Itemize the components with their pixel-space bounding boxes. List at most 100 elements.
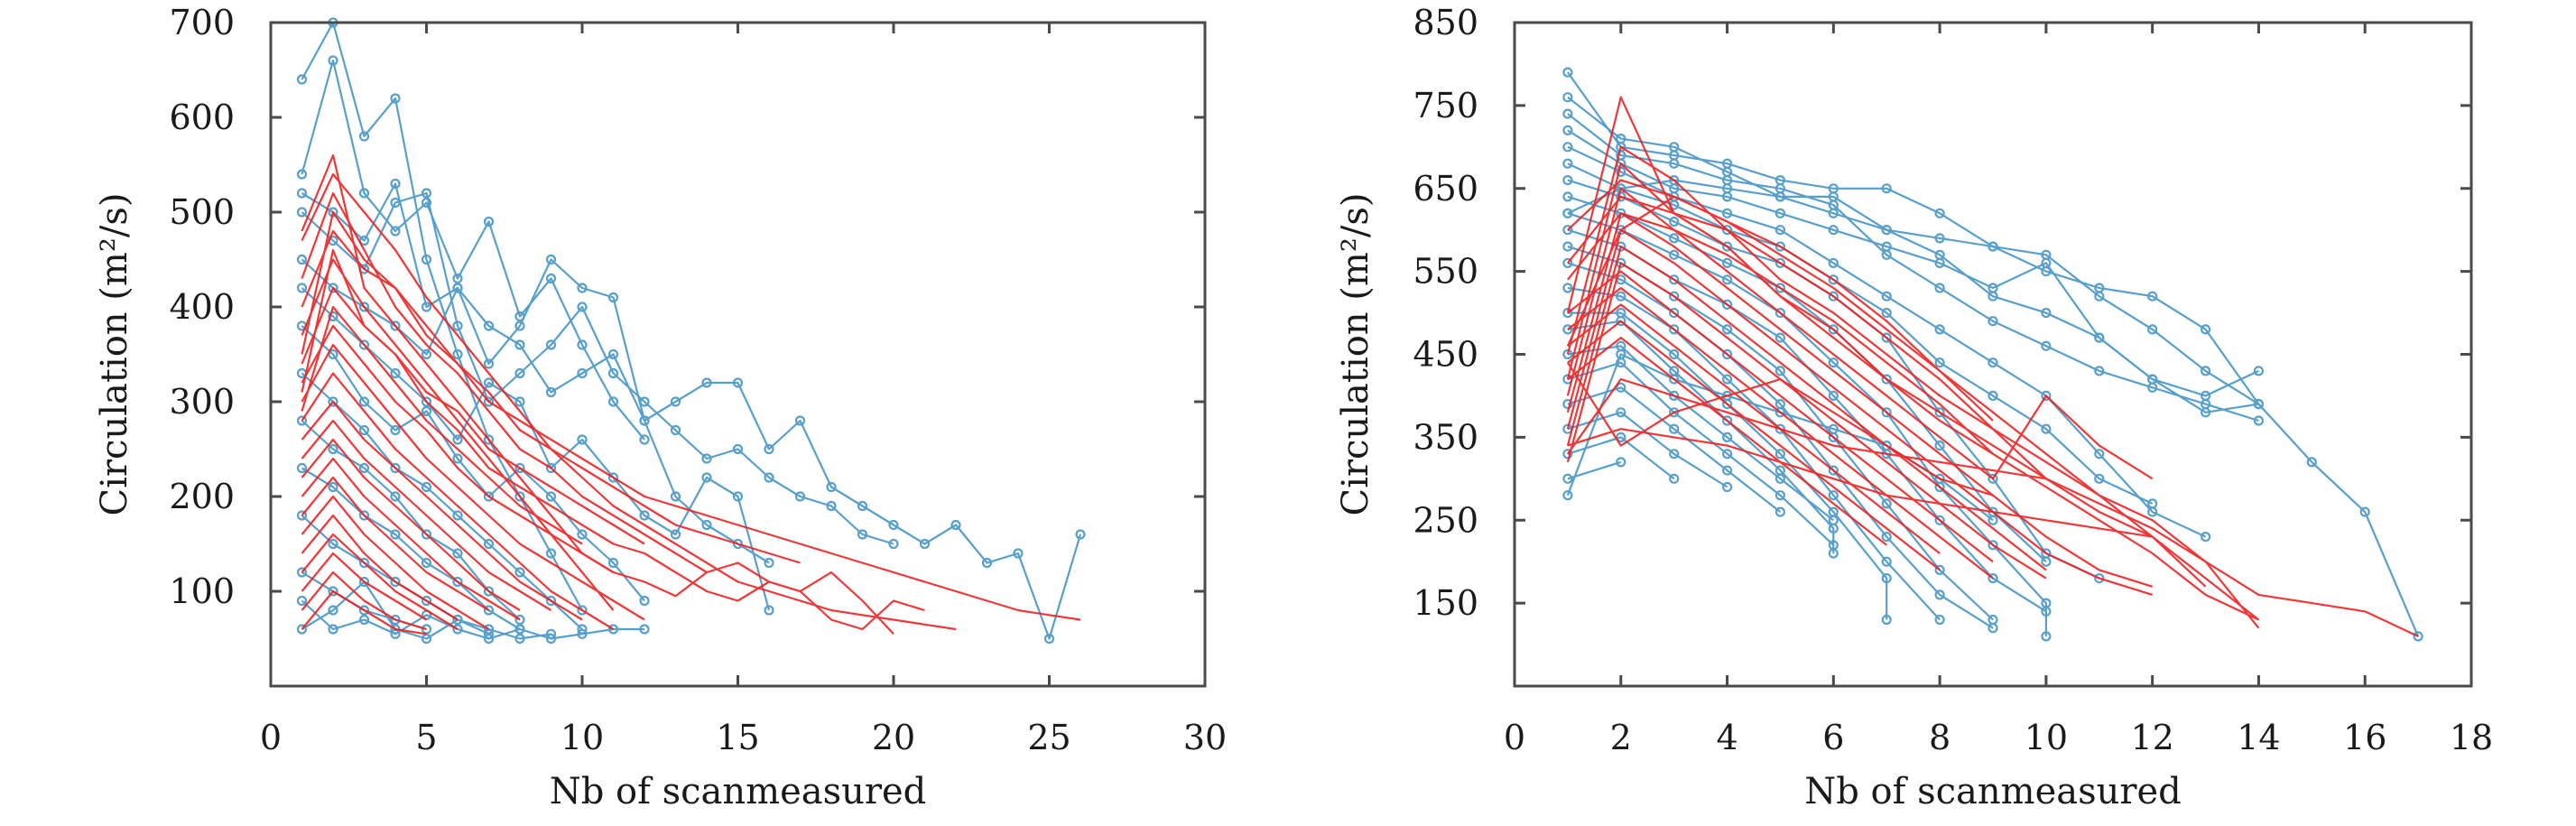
data-point	[1828, 291, 1839, 302]
data-point	[2253, 366, 2264, 376]
series-line-red	[301, 533, 459, 630]
data-point	[1774, 473, 1786, 484]
data-point	[1774, 332, 1786, 343]
data-point	[296, 188, 308, 199]
data-point	[328, 396, 338, 407]
data-point	[1828, 274, 1839, 285]
y-axis-label: Circulation (m²/s)	[1335, 193, 1376, 516]
series-line-red	[1567, 286, 1994, 580]
data-point	[328, 443, 338, 455]
data-point	[421, 595, 432, 607]
data-point	[1881, 614, 1892, 626]
data-point	[1669, 308, 1680, 319]
series-line-red	[301, 305, 583, 545]
data-point	[1669, 449, 1680, 459]
data-point	[1562, 125, 1573, 135]
data-point	[1562, 175, 1573, 186]
data-point	[1828, 257, 1839, 268]
data-point	[452, 453, 463, 464]
data-point	[1881, 183, 1892, 194]
data-point	[421, 633, 432, 645]
data-point	[1043, 633, 1055, 645]
data-point	[514, 339, 525, 350]
data-point	[1669, 233, 1680, 244]
data-point	[358, 557, 370, 569]
data-point	[1881, 374, 1892, 385]
data-point	[514, 491, 525, 502]
data-point	[1774, 506, 1786, 517]
data-point	[1562, 324, 1573, 335]
series-line-red	[1567, 195, 2047, 480]
data-point	[1774, 423, 1786, 434]
data-point	[2201, 407, 2211, 418]
data-point	[1669, 249, 1680, 260]
data-point	[1669, 348, 1680, 360]
series-line-red	[1567, 320, 1941, 571]
data-point	[296, 595, 308, 607]
x-tick-label: 15	[716, 718, 759, 757]
x-tick-label: 16	[2343, 718, 2386, 757]
data-point	[577, 529, 588, 540]
data-point	[452, 548, 463, 559]
data-point	[358, 576, 370, 588]
data-point	[764, 557, 774, 569]
data-point	[1828, 390, 1839, 401]
data-point	[390, 197, 401, 209]
series-line-blue	[1567, 113, 2259, 422]
data-point	[1828, 225, 1839, 236]
data-point	[1828, 423, 1839, 434]
data-point	[358, 462, 370, 474]
y-tick-label: 200	[169, 477, 235, 516]
data-point	[577, 434, 588, 445]
series-red	[301, 153, 1081, 636]
series-line-red	[301, 438, 521, 611]
data-point	[421, 405, 432, 417]
series-line-blue	[1567, 345, 1834, 522]
data-point	[1669, 423, 1680, 434]
data-point	[607, 624, 619, 635]
data-point	[483, 491, 495, 502]
data-point	[1828, 324, 1839, 335]
data-point	[1562, 399, 1573, 410]
data-point	[1934, 473, 1945, 484]
series-line-blue	[1567, 129, 2259, 413]
data-point	[1616, 457, 1626, 468]
data-point	[358, 396, 370, 407]
y-tick-label: 300	[169, 382, 235, 422]
data-point	[1774, 407, 1786, 418]
x-tick-label: 14	[2237, 718, 2280, 757]
data-point	[2306, 457, 2317, 468]
data-point	[1721, 465, 1733, 476]
data-point	[1562, 490, 1573, 501]
data-point	[452, 348, 463, 360]
series-blue	[1562, 67, 2423, 642]
series-line-red	[301, 400, 583, 621]
data-point	[358, 302, 370, 312]
y-tick-label: 150	[1413, 583, 1478, 623]
series-line-blue	[1567, 361, 1835, 546]
data-point	[545, 491, 557, 502]
data-point	[483, 320, 495, 331]
series-line-blue	[301, 258, 770, 564]
data-point	[1881, 531, 1892, 543]
series-line-red	[301, 372, 615, 630]
data-point	[794, 491, 806, 502]
data-point	[1988, 357, 1998, 368]
data-point	[358, 188, 370, 199]
data-point	[1988, 283, 1998, 293]
y-tick-label: 350	[1413, 417, 1478, 457]
data-point	[2041, 631, 2052, 642]
series-line-red	[1567, 337, 1887, 546]
data-point	[1562, 257, 1573, 268]
data-point	[390, 320, 401, 331]
data-point	[514, 633, 525, 645]
series-line-blue	[301, 59, 645, 441]
data-point	[577, 339, 588, 350]
data-point	[452, 320, 463, 331]
data-point	[1669, 390, 1680, 401]
data-point	[888, 538, 899, 550]
series-line-red	[301, 258, 615, 611]
series-line-red	[301, 476, 490, 611]
plot-area	[1562, 67, 2423, 642]
data-point	[1774, 208, 1786, 218]
